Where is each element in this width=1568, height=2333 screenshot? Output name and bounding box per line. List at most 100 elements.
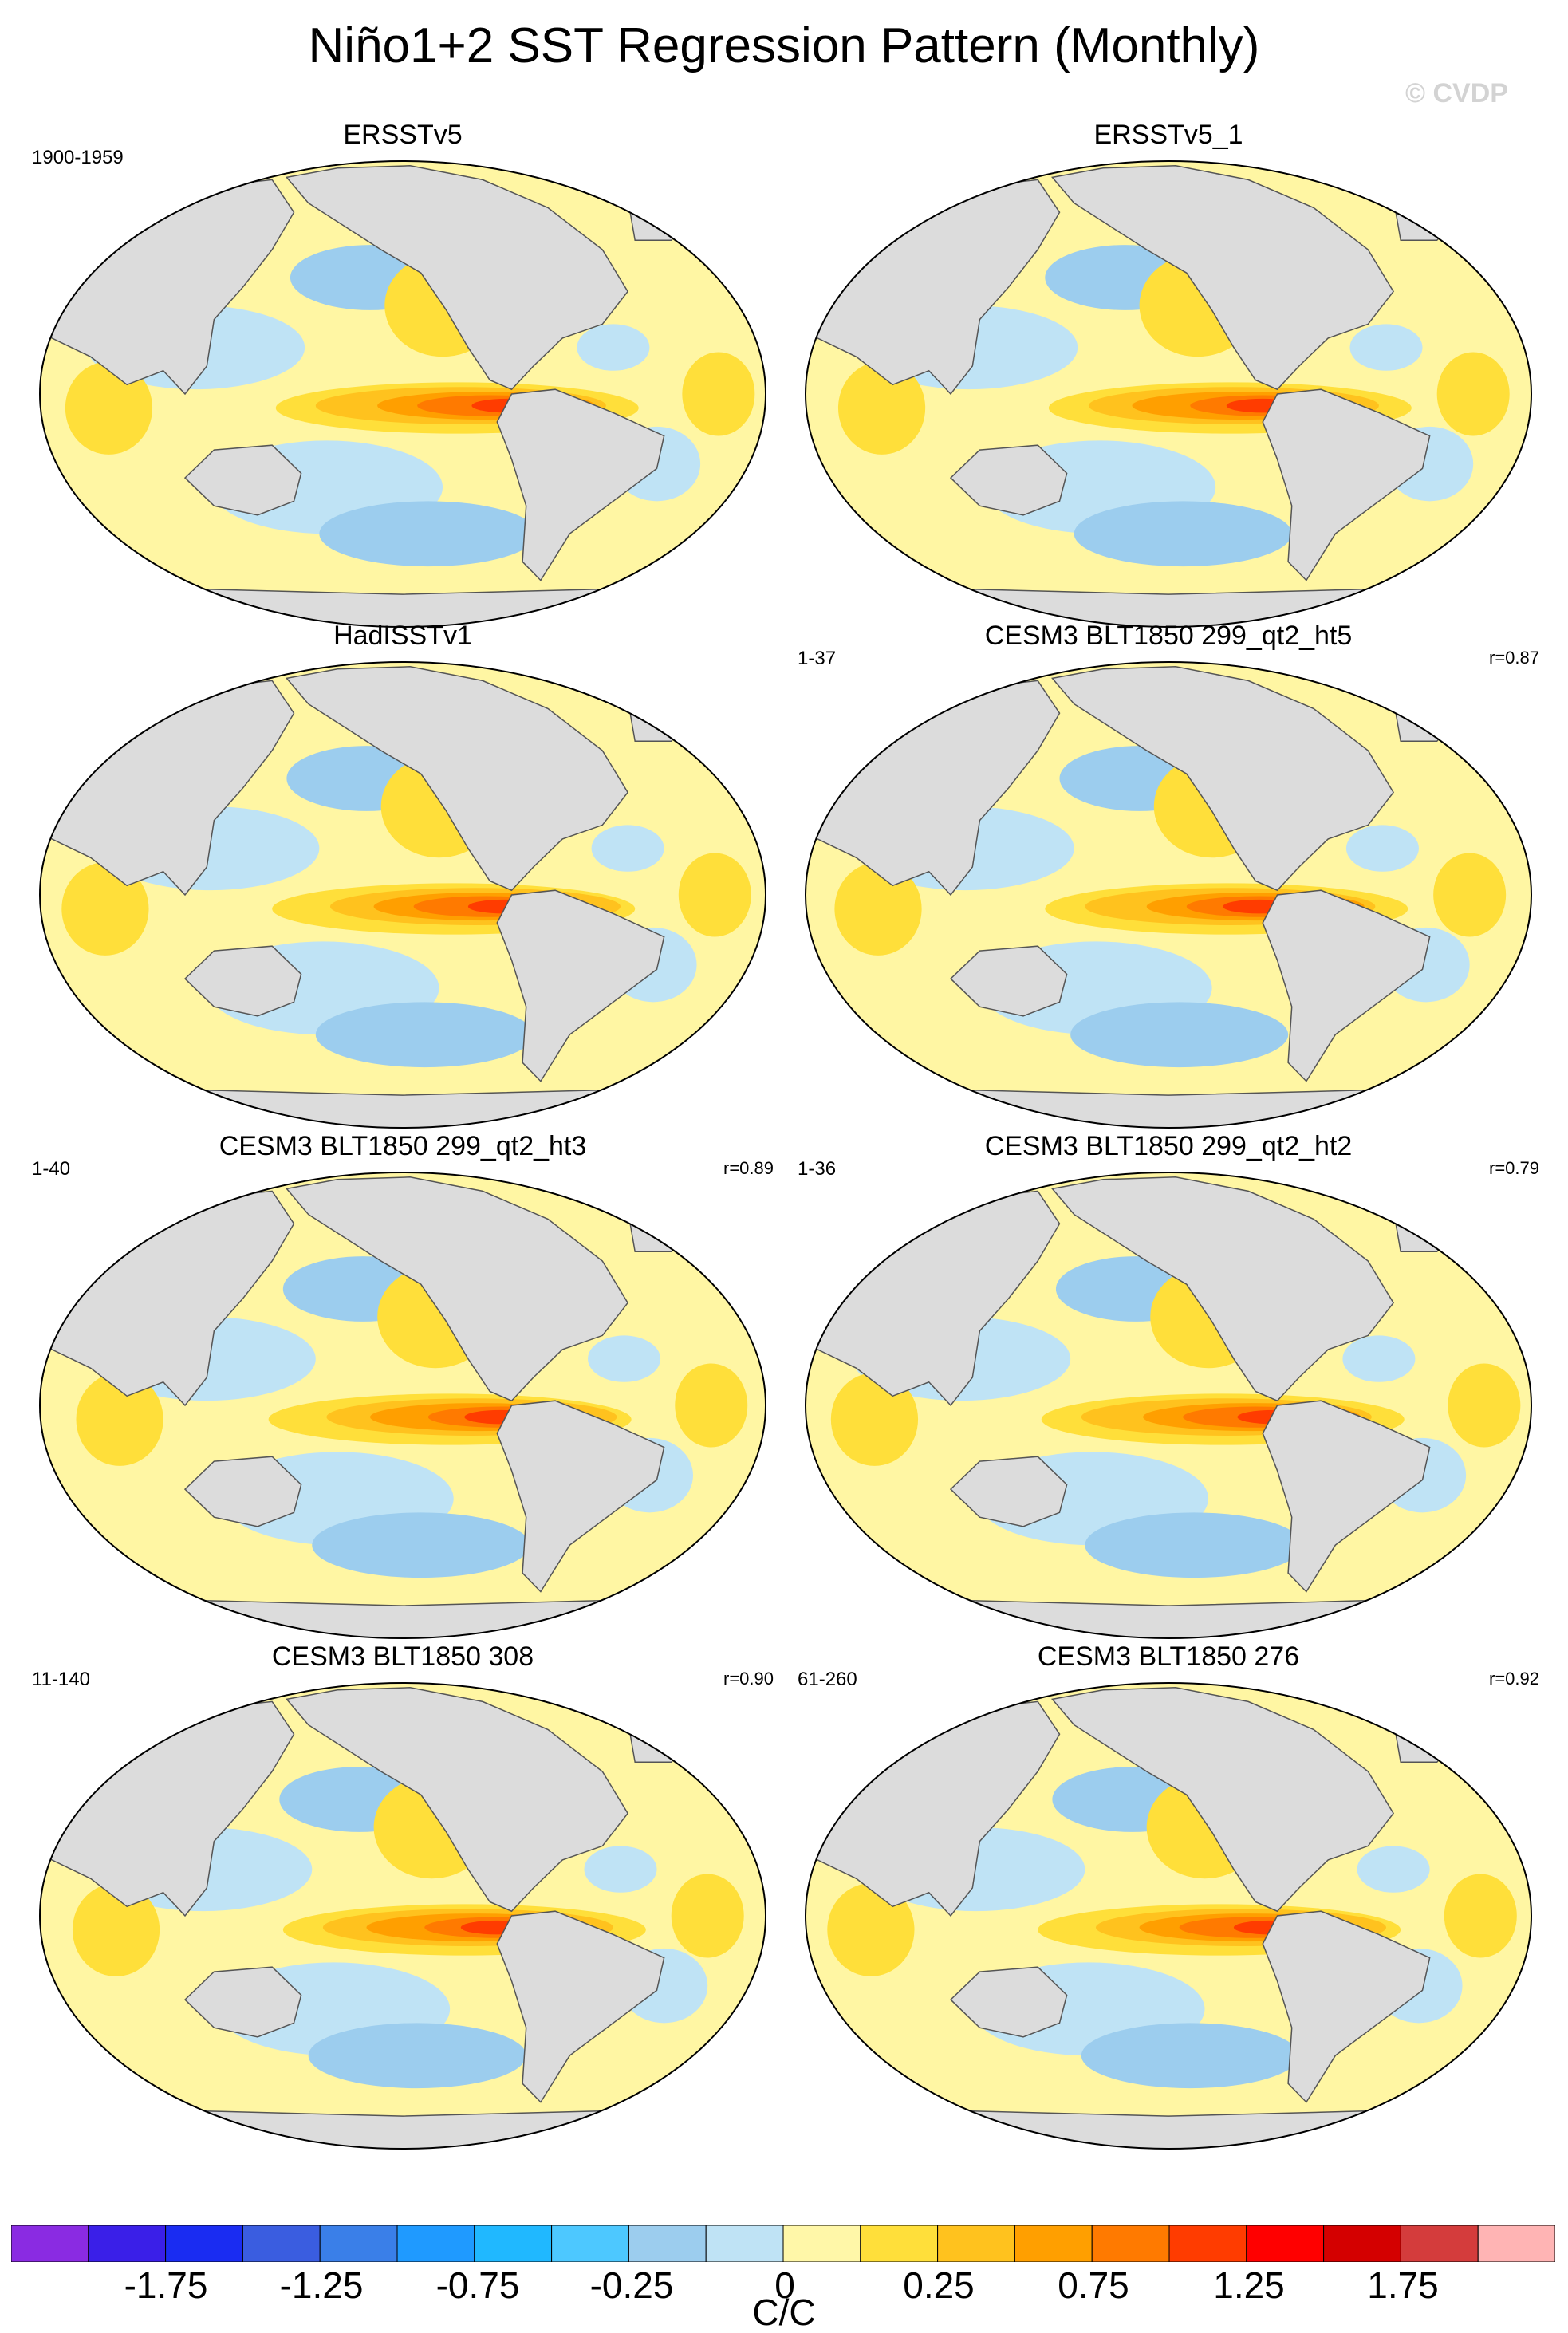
sst-anomaly-region: [1085, 1512, 1303, 1578]
map-frame: [805, 160, 1532, 628]
australia-land: [183, 945, 302, 1017]
panel-years: 1900-1959: [32, 147, 124, 168]
australia-land: [949, 444, 1068, 516]
australia-land: [183, 444, 302, 516]
figure-title: Niño1+2 SST Regression Pattern (Monthly): [308, 18, 1260, 73]
sst-map: [39, 661, 766, 1129]
map-frame: [805, 1682, 1532, 2150]
sst-anomaly-region: [72, 1883, 160, 1976]
colorbar: [11, 2225, 1555, 2262]
south-america-land: [496, 388, 665, 581]
map-content: [806, 662, 1531, 1128]
south-america-land: [496, 1400, 665, 1593]
sst-anomaly-region: [1081, 2023, 1299, 2089]
greenland-land: [627, 1710, 694, 1764]
sst-anomaly-region: [1342, 1335, 1416, 1382]
sst-anomaly-region: [678, 853, 751, 937]
colorbar-swatch: [1091, 2225, 1170, 2262]
map-frame: [39, 160, 766, 628]
map-panel: HadISSTv1: [32, 621, 774, 1131]
sst-map: [805, 160, 1532, 628]
north-america-land: [285, 165, 629, 391]
sst-anomaly-region: [76, 1373, 163, 1466]
north-america-land: [285, 666, 629, 892]
colorbar-tick-label: 0: [774, 2264, 795, 2306]
panel-correlation: r=0.79: [1489, 1158, 1539, 1178]
south-america-land: [496, 1910, 665, 2103]
colorbar-swatch: [242, 2225, 321, 2262]
colorbar-swatch: [88, 2225, 167, 2262]
panel-title: CESM3 BLT1850 276: [1037, 1641, 1300, 1672]
sst-anomaly-region: [1070, 1002, 1289, 1068]
map-content: [806, 161, 1531, 627]
sst-anomaly-region: [65, 361, 153, 455]
north-america-land: [1050, 1176, 1395, 1402]
sst-anomaly-region: [837, 361, 926, 455]
sst-map: [805, 661, 1532, 1129]
greenland-land: [627, 689, 694, 743]
north-america-land: [1050, 666, 1395, 892]
cvdp-watermark: © CVDP: [1405, 78, 1508, 108]
panel-correlation: r=0.90: [723, 1669, 774, 1689]
sst-anomaly-region: [1444, 1874, 1517, 1958]
australia-land: [183, 1456, 302, 1527]
panel-years: 11-140: [32, 1669, 90, 1690]
sst-anomaly-region: [584, 1846, 657, 1893]
colorbar-swatch: [628, 2225, 707, 2262]
sst-anomaly-region: [308, 2023, 526, 2089]
north-america-land: [1050, 1687, 1395, 1913]
panel-title: ERSSTv5_1: [1093, 120, 1243, 150]
colorbar-swatch: [396, 2225, 475, 2262]
sst-map: [805, 1682, 1532, 2150]
south-america-land: [1262, 1910, 1431, 2103]
map-panel: CESM3 BLT1850 276 61-260 r=0.92: [798, 1641, 1539, 2152]
panel-correlation: r=0.89: [723, 1158, 774, 1178]
colorbar-swatch: [937, 2225, 1015, 2262]
map-content: [806, 1172, 1531, 1638]
sst-anomaly-region: [591, 825, 664, 872]
sst-anomaly-region: [1357, 1846, 1430, 1893]
colorbar-swatches: [11, 2225, 1555, 2262]
map-frame: [39, 661, 766, 1129]
sst-anomaly-region: [319, 501, 538, 567]
sst-anomaly-region: [1433, 853, 1507, 937]
panel-title: ERSSTv5: [343, 120, 463, 150]
colorbar-swatch: [782, 2225, 861, 2262]
map-panel: CESM3 BLT1850 308 11-140 r=0.90: [32, 1641, 774, 2152]
sst-map: [39, 160, 766, 628]
colorbar-swatch: [319, 2225, 398, 2262]
colorbar-swatch: [1168, 2225, 1247, 2262]
greenland-land: [1393, 188, 1460, 242]
map-frame: [39, 1172, 766, 1639]
panel-years: 1-37: [798, 648, 837, 669]
colorbar-tick-label: -0.75: [435, 2264, 520, 2306]
colorbar-tick-label: -1.75: [124, 2264, 208, 2306]
map-frame: [805, 1172, 1532, 1639]
greenland-land: [627, 188, 694, 242]
panel-correlation: r=0.87: [1489, 648, 1539, 668]
australia-land: [183, 1966, 302, 2038]
australia-land: [949, 945, 1068, 1017]
colorbar-swatch: [11, 2225, 89, 2262]
colorbar-swatch: [551, 2225, 629, 2262]
panel-title: HadISSTv1: [333, 621, 472, 651]
colorbar-swatch: [1014, 2225, 1093, 2262]
australia-land: [949, 1966, 1068, 2038]
sst-anomaly-region: [1345, 825, 1419, 872]
sst-anomaly-region: [830, 1373, 919, 1466]
colorbar-swatch: [705, 2225, 784, 2262]
sst-anomaly-region: [1448, 1363, 1521, 1448]
panel-title: CESM3 BLT1850 299_qt2_ht5: [984, 621, 1353, 651]
sst-map: [39, 1682, 766, 2150]
map-panel: CESM3 BLT1850 299_qt2_ht2 1-36 r=0.79: [798, 1131, 1539, 1641]
colorbar-swatch: [1400, 2225, 1479, 2262]
sst-anomaly-region: [834, 862, 922, 956]
sst-anomaly-region: [312, 1512, 530, 1578]
map-content: [40, 662, 766, 1128]
greenland-land: [1393, 1200, 1460, 1253]
sst-anomaly-region: [1436, 352, 1510, 436]
map-frame: [39, 1682, 766, 2150]
colorbar-tick-label: -1.25: [279, 2264, 364, 2306]
panel-title: CESM3 BLT1850 308: [271, 1641, 534, 1672]
panel-title: CESM3 BLT1850 299_qt2_ht2: [984, 1131, 1353, 1161]
